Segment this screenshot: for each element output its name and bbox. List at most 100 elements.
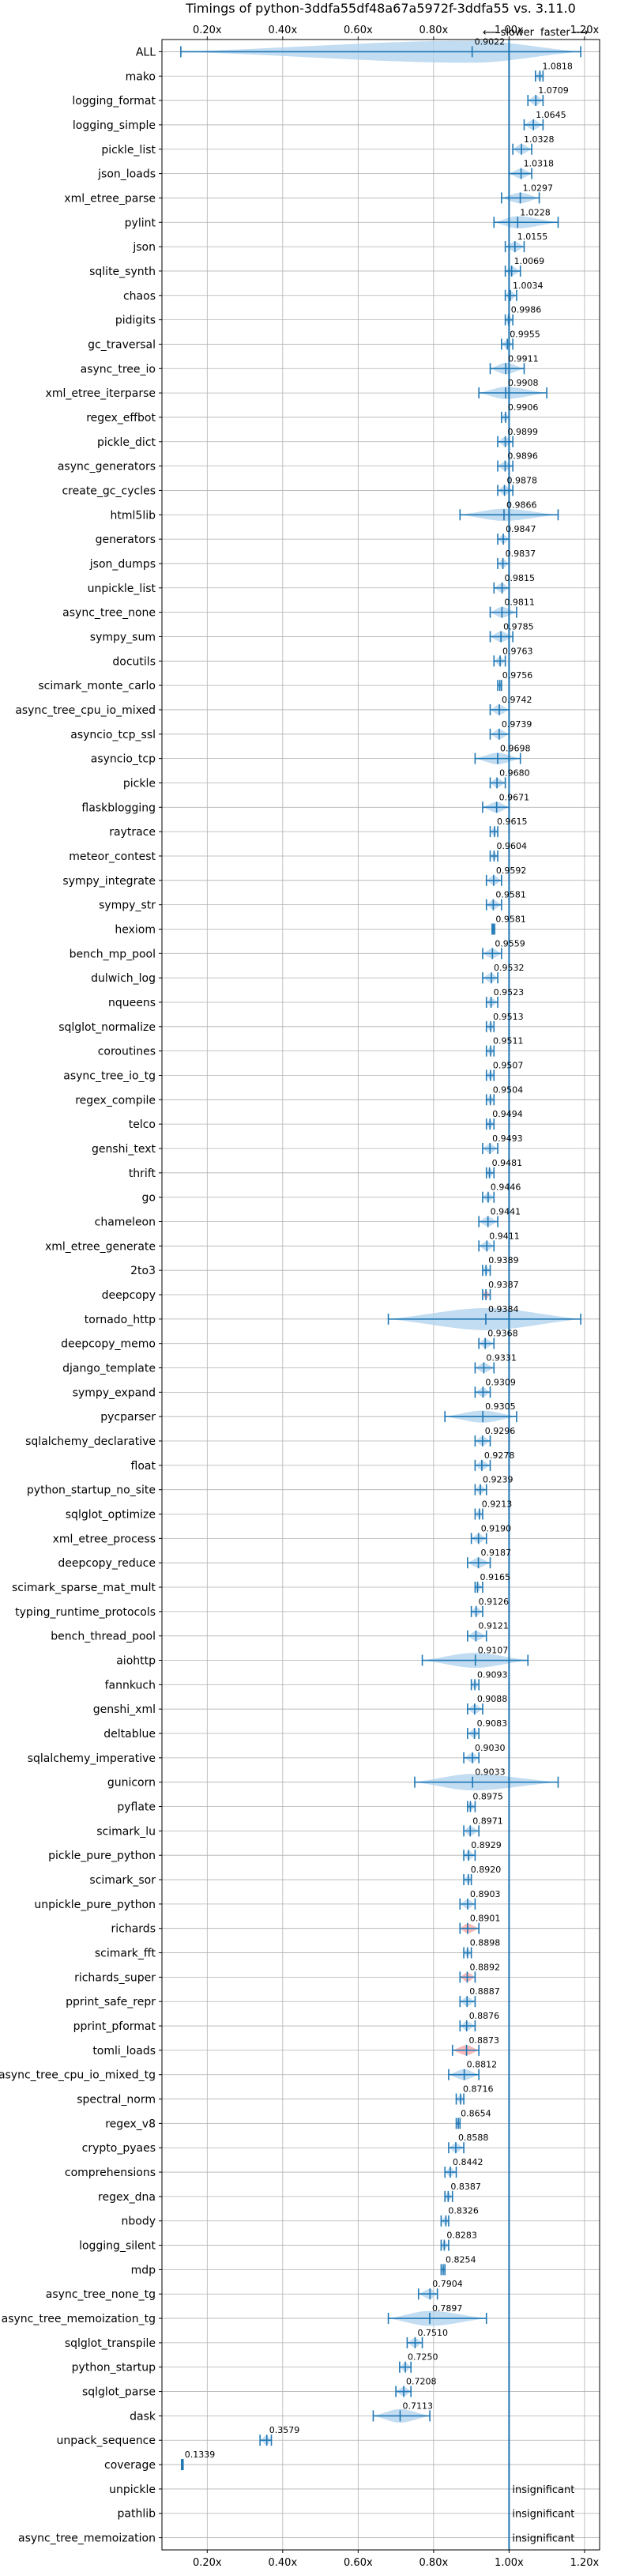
value-label: 1.0228 [520,207,551,217]
value-label: 0.9899 [508,427,539,437]
category-label: html5lib [111,509,156,522]
plot-frame [161,39,600,2551]
category-label: async_tree_memoization [18,2533,156,2545]
value-label: 0.9368 [487,1329,518,1339]
category-label: pyflate [117,1801,156,1814]
category-label: sqlalchemy_declarative [25,1435,156,1448]
x-tick-label-bottom: 1.00x [495,2557,524,2569]
value-label: 0.9523 [494,987,525,998]
value-label: 0.8920 [471,1865,502,1875]
value-label: 0.9121 [478,1621,509,1631]
value-label: 0.9756 [502,670,533,681]
category-label: pylint [125,217,156,229]
value-label: 0.9446 [491,1182,521,1193]
category-label: telco [129,1118,156,1131]
insignificant-label: insignificant [512,2509,574,2521]
value-label: 0.9494 [492,1109,523,1119]
category-label: spectral_norm [77,2094,156,2106]
category-label: regex_dna [98,2191,156,2204]
value-label: 0.9581 [495,890,526,900]
value-label: 0.8588 [458,2133,489,2143]
value-label: 0.9441 [491,1206,521,1216]
category-label: genshi_text [92,1143,156,1156]
value-label: 0.9331 [486,1353,517,1363]
value-label: 0.8901 [470,1914,501,1924]
category-label: bench_mp_pool [70,948,156,960]
value-label: 0.9680 [499,768,530,778]
category-label: meteor_contest [69,850,156,863]
value-label: 0.9896 [507,451,538,462]
category-label: sqlalchemy_imperative [28,1752,156,1765]
category-label: fannkuch [105,1679,156,1692]
category-label: 2to3 [130,1265,156,1277]
category-label: sympy_sum [90,631,156,643]
x-tick-label-top: 0.60x [344,25,373,36]
value-label: 0.9093 [477,1669,508,1680]
category-label: raytrace [109,826,156,839]
value-label: 0.9955 [510,329,540,339]
category-label: async_tree_io_tg [63,1069,156,1082]
category-label: create_gc_cycles [62,485,156,497]
category-label: pycparser [100,1411,156,1424]
category-label: scimark_fft [95,1948,156,1960]
category-label: unpickle_pure_python [34,1899,156,1911]
category-label: sqlglot_parse [82,2386,156,2399]
value-label: 0.8876 [469,2011,500,2021]
value-label: 0.9305 [485,1401,516,1412]
value-label: 1.0069 [514,256,545,266]
category-label: thrift [129,1167,156,1180]
category-label: chaos [123,290,156,303]
category-label: async_tree_cpu_io_mixed [15,704,156,717]
value-label: 0.9507 [493,1060,524,1070]
value-label: 0.8326 [448,2206,479,2216]
value-label: 0.9986 [511,305,542,315]
value-label: 0.9785 [503,621,534,632]
category-label: scimark_lu [96,1825,156,1838]
value-label: 0.9615 [497,817,528,827]
category-label: pidigits [115,315,156,327]
value-label: 0.9088 [477,1694,508,1704]
value-label: 0.9847 [506,524,536,534]
category-label: pathlib [118,2508,156,2521]
grid [162,40,600,2550]
category-label: ALL [136,46,156,58]
value-label: 0.9592 [496,866,527,876]
x-ticks: 0.20x 0.20x 0.40x 0.40x 0.60x 0.60x 0.80x 0.80x… [159,25,600,2569]
value-label: 0.9278 [484,1450,515,1461]
value-label: 0.7510 [417,2328,448,2338]
category-label: logging_silent [79,2240,156,2253]
value-label: 0.8654 [461,2108,491,2118]
value-label: 0.7904 [432,2279,463,2289]
value-label: 0.8929 [471,1840,502,1850]
category-label: async_tree_memoization_tg [2,2313,156,2325]
category-label: unpickle_list [88,583,156,595]
category-label: async_tree_io [81,363,156,375]
legend-slower: ⟵ slower [483,27,535,39]
value-label: 0.9811 [504,598,535,608]
category-label: xml_etree_process [53,1533,156,1545]
x-tick-label-bottom: 0.40x [269,2557,298,2569]
category-label: json_loads [97,168,156,181]
value-label: 0.8442 [453,2157,483,2167]
x-tick-label-bottom: 0.80x [419,2557,449,2569]
category-label: pickle_list [101,144,156,157]
insignificant-label: insignificant [512,2484,574,2496]
category-label: xml_etree_iterparse [46,387,156,400]
category-label: chameleon [95,1216,156,1228]
category-label: scimark_sparse_mat_mult [12,1582,156,1594]
category-label: json_dumps [89,558,156,571]
value-label: 0.9911 [508,353,539,364]
category-label: async_tree_none_tg [46,2288,156,2301]
value-label: 0.9739 [502,719,532,730]
category-label: richards [111,1923,156,1936]
x-tick-label-bottom: 0.20x [193,2557,222,2569]
category-labels: ALL0.9022mako1.0818logging_format1.0709l… [0,36,574,2544]
value-label: 0.8898 [470,1938,501,1948]
value-label: 0.9742 [502,695,532,705]
category-label: regex_v8 [105,2118,156,2130]
category-label: xml_etree_generate [45,1240,156,1253]
x-tick-label-top: 1.20x [570,25,600,36]
category-label: django_template [62,1363,156,1375]
value-label: 0.9083 [477,1718,508,1729]
